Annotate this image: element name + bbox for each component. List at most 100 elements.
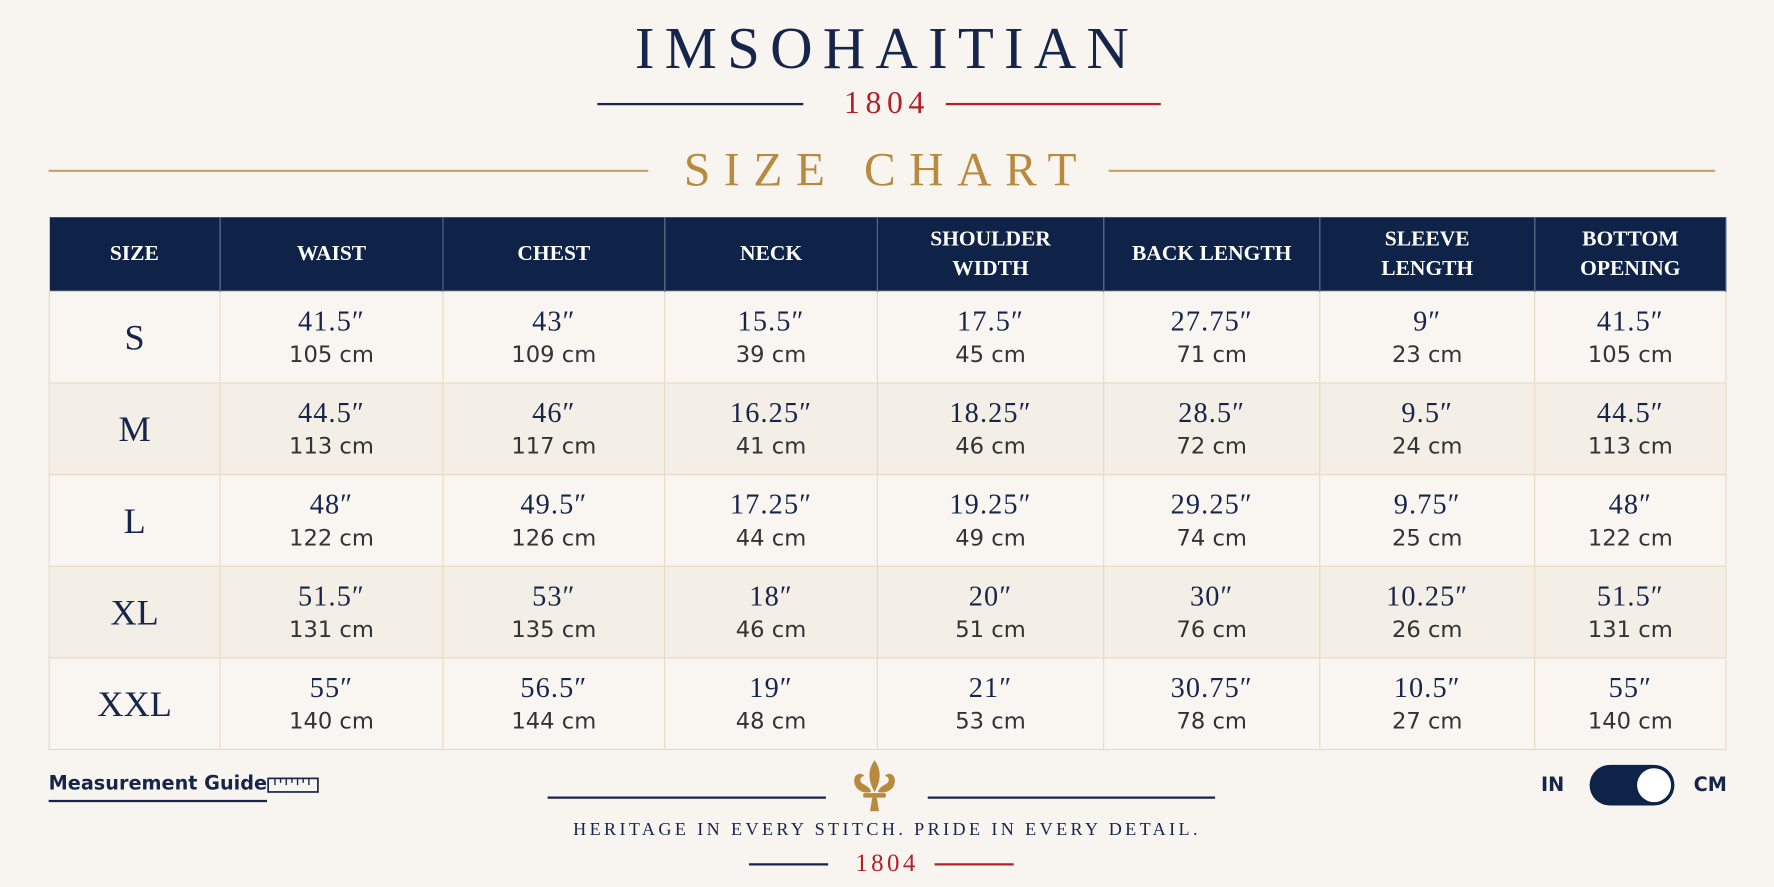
measurement-cell: 44.5″ 113 cm <box>219 382 444 476</box>
inch-value: 51.5″ <box>1596 581 1664 613</box>
size-cell: XXL <box>48 657 221 751</box>
inch-value: 43″ <box>532 306 576 338</box>
cm-value: 135 cm <box>511 615 597 643</box>
measurement-cell: 55″ 140 cm <box>219 657 444 751</box>
divider <box>597 102 804 106</box>
size-label: XL <box>110 591 159 632</box>
measurement-cell: 56.5″ 144 cm <box>442 657 666 751</box>
column-header-text: WAIST <box>296 241 367 266</box>
inch-value: 48″ <box>309 489 354 521</box>
measurement-cell: 17.5″ 45 cm <box>876 290 1105 384</box>
inch-value: 16.25″ <box>729 398 813 429</box>
inch-value: 15.5″ <box>737 306 805 338</box>
inch-value: 19.25″ <box>949 489 1032 521</box>
measurement-cell: 48″ 122 cm <box>219 474 444 567</box>
cm-value: 74 cm <box>1176 523 1247 551</box>
column-header-text: SIZE <box>109 241 159 266</box>
measurement-cell: 18″ 46 cm <box>664 565 878 659</box>
inch-value: 17.5″ <box>957 306 1024 338</box>
inch-value: 49.5″ <box>520 489 588 521</box>
divider <box>748 863 829 866</box>
cm-value: 45 cm <box>955 340 1026 368</box>
page-title: SIZE CHART <box>683 144 1091 197</box>
measurement-cell: 49.5″ 126 cm <box>442 474 666 567</box>
cm-value: 131 cm <box>1587 615 1673 643</box>
column-header-text: NECK <box>739 241 803 266</box>
header-row: SIZE WAIST CHEST NECK SHOULDER WIDTH BACK LEN… <box>49 217 1727 292</box>
cm-value: 144 cm <box>511 707 597 735</box>
inch-value: 9″ <box>1413 306 1442 338</box>
measurement-cell: 55″ 140 cm <box>1534 657 1727 751</box>
column-header: SIZE <box>49 217 221 292</box>
cm-value: 76 cm <box>1176 615 1247 643</box>
tagline: HERITAGE IN EVERY STITCH. PRIDE IN EVERY… <box>573 820 1201 840</box>
inch-value: 46″ <box>532 398 576 429</box>
measurement-cell: 30.75″ 78 cm <box>1103 657 1321 751</box>
cm-value: 109 cm <box>511 340 597 368</box>
cm-value: 105 cm <box>289 340 374 368</box>
unit-toggle[interactable] <box>1589 764 1675 806</box>
cm-value: 105 cm <box>1587 340 1673 368</box>
measurement-cell: 27.75″ 71 cm <box>1103 290 1321 384</box>
ruler-icon <box>267 777 319 793</box>
table-body: S 41.5″ 105 cm 43″ 109 cm 15.5″ 39 cm 17.5″ 45 c… <box>48 290 1727 751</box>
cm-value: 39 cm <box>735 340 807 368</box>
cm-value: 49 cm <box>955 523 1026 551</box>
measurement-cell: 21″ 53 cm <box>876 657 1105 751</box>
measurement-cell: 9.75″ 25 cm <box>1319 474 1536 567</box>
inch-value: 29.25″ <box>1170 489 1253 521</box>
inch-value: 41.5″ <box>298 306 365 338</box>
cm-value: 25 cm <box>1391 523 1463 551</box>
inch-value: 56.5″ <box>520 673 588 704</box>
column-header: BACK LENGTH <box>1103 217 1321 292</box>
measurement-cell: 15.5″ 39 cm <box>664 290 878 384</box>
inch-value: 17.25″ <box>729 489 813 521</box>
measurement-cell: 46″ 117 cm <box>442 382 666 476</box>
cm-value: 78 cm <box>1176 707 1247 735</box>
size-row: S 41.5″ 105 cm 43″ 109 cm 15.5″ 39 cm 17.5″ 45 c… <box>48 290 1727 384</box>
measurement-cell: 41.5″ 105 cm <box>219 290 444 384</box>
size-row: XXL 55″ 140 cm 56.5″ 144 cm 19″ 48 cm 21″ 53 cm 3… <box>48 657 1727 751</box>
size-table: SIZE WAIST CHEST NECK SHOULDER WIDTH BACK LEN… <box>48 217 1727 751</box>
size-cell: XL <box>48 565 221 659</box>
measurement-cell: 48″ 122 cm <box>1534 474 1727 567</box>
size-label: S <box>124 316 145 357</box>
divider <box>945 102 1161 106</box>
size-row: L 48″ 122 cm 49.5″ 126 cm 17.25″ 44 cm 19.25″ 49… <box>48 474 1727 567</box>
measurement-cell: 44.5″ 113 cm <box>1534 382 1727 476</box>
cm-value: 131 cm <box>289 615 374 643</box>
cm-value: 113 cm <box>289 432 374 460</box>
inch-value: 44.5″ <box>1596 398 1664 429</box>
cm-value: 26 cm <box>1391 615 1463 643</box>
measurement-cell: 43″ 109 cm <box>442 290 666 384</box>
cm-value: 48 cm <box>735 707 807 735</box>
inch-value: 28.5″ <box>1178 398 1246 429</box>
cm-value: 126 cm <box>511 523 597 551</box>
cm-value: 51 cm <box>955 615 1026 643</box>
size-cell: M <box>48 382 221 476</box>
measurement-cell: 18.25″ 46 cm <box>876 382 1105 476</box>
measurement-cell: 9″ 23 cm <box>1319 290 1536 384</box>
inch-value: 30.75″ <box>1170 673 1253 704</box>
cm-value: 44 cm <box>735 523 807 551</box>
column-header: NECK <box>664 217 878 292</box>
inch-value: 41.5″ <box>1596 306 1664 338</box>
measurement-cell: 17.25″ 44 cm <box>664 474 878 567</box>
cm-value: 24 cm <box>1391 432 1463 460</box>
inch-value: 19″ <box>749 673 793 704</box>
inch-value: 20″ <box>968 581 1013 613</box>
cm-value: 46 cm <box>735 615 807 643</box>
cm-value: 53 cm <box>955 707 1026 735</box>
size-row: XL 51.5″ 131 cm 53″ 135 cm 18″ 46 cm 20″ 51 cm 30… <box>48 565 1727 659</box>
inch-value: 55″ <box>309 673 354 704</box>
column-header: WAIST <box>220 217 444 292</box>
inch-value: 18″ <box>749 581 793 613</box>
fleur-de-lis <box>854 760 895 812</box>
measurement-guide-link[interactable]: Measurement Guide <box>48 773 268 803</box>
column-header-text: BACK LENGTH <box>1131 241 1292 266</box>
inch-value: 10.5″ <box>1393 673 1461 704</box>
column-header-text: SHOULDER WIDTH <box>930 226 1051 281</box>
size-label: M <box>118 407 151 449</box>
inch-value: 9.5″ <box>1401 398 1454 429</box>
